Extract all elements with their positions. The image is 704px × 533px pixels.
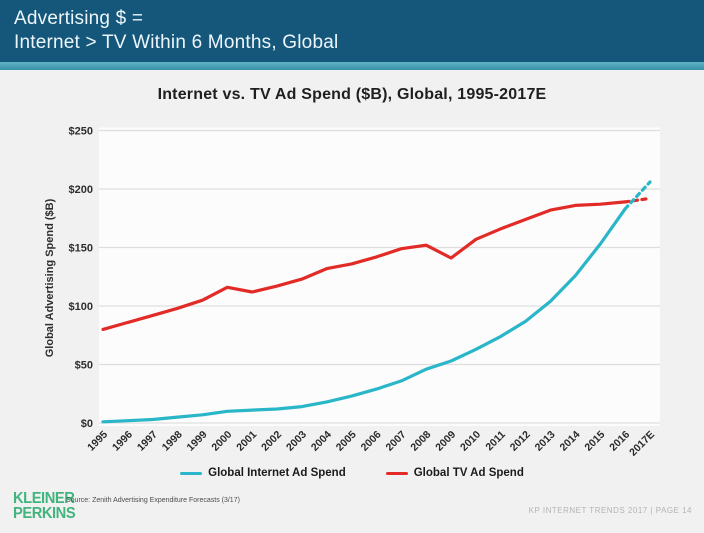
legend-item-tv: Global TV Ad Spend: [385, 467, 524, 479]
x-tick-label: 2006: [359, 429, 384, 454]
header-line2: Internet > TV Within 6 Months, Global: [14, 32, 339, 53]
x-tick-label: 2017E: [627, 429, 657, 459]
x-tick-label: 1998: [160, 429, 185, 454]
x-tick-label: 2010: [458, 429, 483, 454]
series-line-projection: [623, 196, 652, 204]
y-tick-label: $50: [75, 360, 93, 372]
header-line1: Advertising $ =: [14, 8, 144, 29]
slide-header: Advertising $ = Internet > TV Within 6 M…: [0, 0, 704, 62]
x-tick-label: 2005: [334, 429, 359, 454]
x-tick-label: 2002: [259, 429, 284, 454]
series-line: [101, 207, 627, 424]
internet-line-swatch: [180, 471, 203, 475]
y-tick-label: $250: [69, 126, 93, 138]
kleiner-perkins-logo: KLEINER PERKINS: [13, 490, 76, 522]
series-line-projection: [623, 180, 652, 211]
x-tick-label: 1996: [110, 429, 135, 454]
legend-label-internet: Global Internet Ad Spend: [208, 467, 346, 479]
y-tick-label: $150: [69, 243, 93, 255]
series-line: [101, 200, 627, 331]
footer-page-ref: KP INTERNET TRENDS 2017 | PAGE 14: [528, 506, 692, 515]
legend-item-internet: Global Internet Ad Spend: [180, 467, 346, 479]
source-note: Source: Zenith Advertising Expenditure F…: [66, 497, 240, 504]
x-tick-label: 1997: [135, 429, 160, 454]
x-tick-label: 1995: [85, 429, 110, 454]
x-tick-label: 2003: [284, 429, 309, 454]
x-tick-label: 2009: [433, 429, 458, 454]
ad-spend-line-chart: $0 $50 $100 $150 $200 $250 1995 1996 1997 1998 199…: [69, 126, 660, 459]
logo-line1: KLEINER: [13, 490, 75, 507]
x-tick-label: 2012: [508, 429, 533, 454]
plot-area: [99, 127, 660, 426]
chart-title: Internet vs. TV Ad Spend ($B), Global, 1…: [157, 86, 547, 103]
y-tick-label: $200: [69, 184, 93, 196]
x-tick-label: 2007: [383, 429, 408, 454]
logo-line2: PERKINS: [13, 504, 76, 522]
x-tick-label: 1999: [185, 429, 210, 454]
legend-label-tv: Global TV Ad Spend: [413, 467, 524, 479]
x-tick-label: 2011: [483, 429, 508, 454]
x-tick-label: 2000: [209, 429, 234, 454]
x-tick-label: 2015: [582, 429, 607, 454]
chart-legend: Global Internet Ad Spend Global TV Ad Sp…: [0, 467, 704, 479]
tv-line-swatch: [385, 471, 408, 475]
y-tick-label: $0: [81, 418, 93, 430]
header-accent-strip: [0, 62, 704, 70]
x-tick-label: 2013: [533, 429, 558, 454]
x-tick-label: 2001: [234, 429, 259, 454]
x-tick-label: 2008: [408, 429, 433, 454]
x-tick-label: 2004: [309, 429, 334, 454]
x-tick-label: 2014: [558, 429, 583, 454]
y-tick-label: $100: [69, 301, 93, 313]
